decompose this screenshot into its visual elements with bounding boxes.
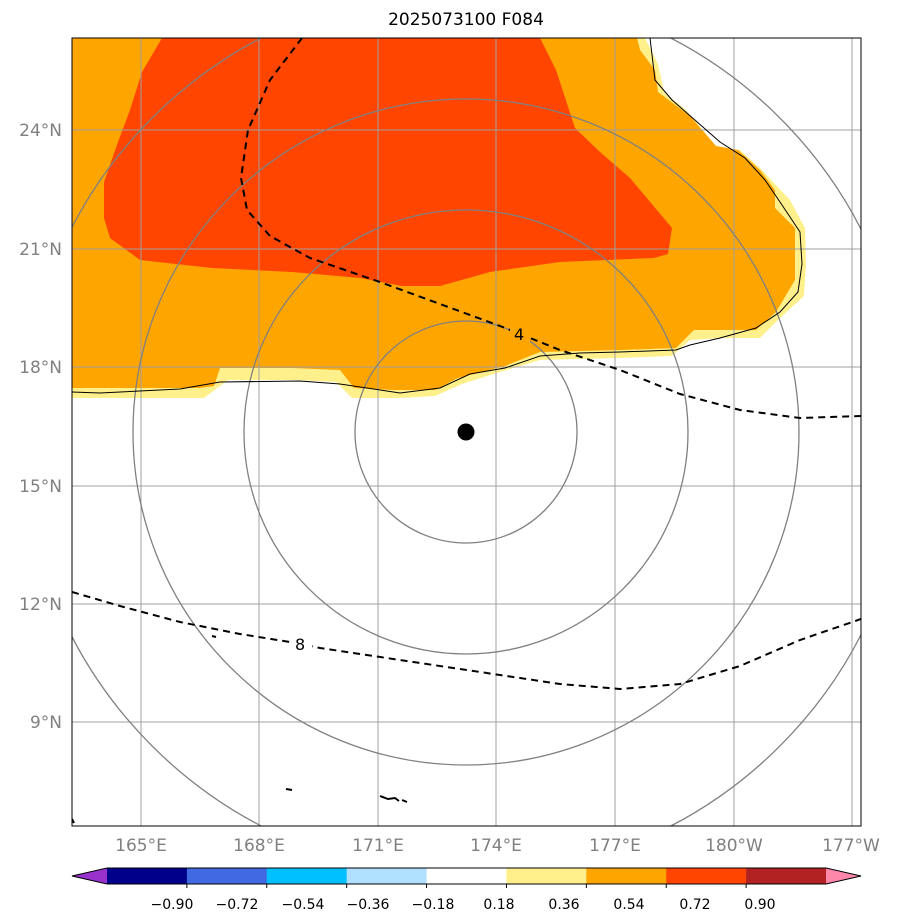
colorbar-extend-high <box>826 868 861 884</box>
lon-tick-labels: 165°E 168°E 171°E 174°E 177°E 180°W 177°… <box>115 836 880 856</box>
lat-tick-label: 15°N <box>19 477 62 497</box>
colorbar-tick-label: −0.18 <box>412 897 455 913</box>
colorbar-segment <box>506 868 587 884</box>
storm-center-marker <box>457 423 475 441</box>
lat-tick-label: 21°N <box>19 240 62 260</box>
colorbar-extend-low <box>72 868 107 884</box>
colorbar-segment <box>266 868 348 884</box>
graticule <box>72 38 861 826</box>
colorbar-segment <box>426 868 507 884</box>
map-plot-area: 4 8 <box>72 38 861 826</box>
colorbar-tick-label: 0.18 <box>483 897 514 913</box>
lon-tick-label: 168°E <box>233 836 285 856</box>
colorbar-segment <box>586 868 667 884</box>
dashed-contour-8 <box>72 591 861 691</box>
colorbar-segment <box>666 868 747 884</box>
colorbar-tick-label: 0.54 <box>613 897 644 913</box>
lat-tick-label: 9°N <box>30 713 62 733</box>
colorbar-segment <box>746 868 827 884</box>
lon-tick-label: 174°E <box>470 836 522 856</box>
map-frame <box>71 37 862 827</box>
colorbar-outline <box>71 867 862 885</box>
colorbar-tick-label: −0.36 <box>347 897 390 913</box>
lon-tick-label: 171°E <box>352 836 404 856</box>
contour-label-4: 4 <box>514 325 524 344</box>
colorbar-tick-labels: −0.90 −0.72 −0.54 −0.36 −0.18 0.18 0.36 … <box>151 897 776 913</box>
colorbar-tick-label: 0.36 <box>548 897 579 913</box>
solid-contour <box>72 38 803 394</box>
lon-tick-label: 177°E <box>589 836 641 856</box>
island-fragments <box>72 635 408 824</box>
lat-tick-label: 24°N <box>19 121 62 141</box>
lon-tick-label: 177°W <box>822 836 880 856</box>
lat-tick-label: 12°N <box>19 595 62 615</box>
colorbar-tick-label: 0.90 <box>744 897 775 913</box>
colorbar-tick-label: −0.72 <box>216 897 259 913</box>
colorbar <box>71 867 862 888</box>
contour-label-8: 8 <box>295 635 305 654</box>
lat-tick-labels: 24°N 21°N 18°N 15°N 12°N 9°N <box>19 121 62 733</box>
lat-tick-label: 18°N <box>19 358 62 378</box>
colorbar-tick-label: −0.90 <box>151 897 194 913</box>
lon-tick-label: 165°E <box>115 836 167 856</box>
colorbar-segment <box>107 868 188 884</box>
map-title: 2025073100 F084 <box>388 10 544 30</box>
colorbar-tick-label: 0.72 <box>679 897 710 913</box>
colorbar-segment <box>186 868 268 884</box>
colorbar-segment <box>346 868 428 884</box>
colorbar-tick-label: −0.54 <box>282 897 325 913</box>
lon-tick-label: 180°W <box>705 836 763 856</box>
range-rings <box>72 38 861 826</box>
shading-strong <box>104 38 672 286</box>
